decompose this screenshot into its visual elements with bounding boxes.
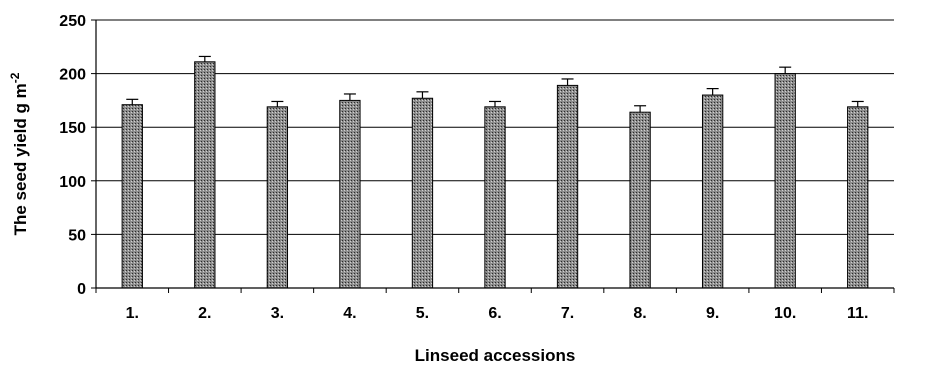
bar-11. bbox=[847, 106, 869, 289]
x-tick-label: 2. bbox=[198, 305, 211, 322]
error-bars bbox=[126, 55, 864, 113]
x-tick-label: 7. bbox=[561, 305, 574, 322]
x-tick-label: 11. bbox=[847, 305, 868, 322]
bar-3. bbox=[266, 106, 289, 289]
tick-labels: 0 50 100 150 200 250 1. 2. 3. 4. 5. 6. 7. 8. 9. 10. 11. bbox=[59, 13, 868, 322]
error-bar-10. bbox=[779, 66, 792, 74]
x-tick-label: 9. bbox=[706, 305, 719, 322]
y-tick-label: 200 bbox=[59, 67, 86, 84]
x-tick-label: 3. bbox=[271, 305, 284, 322]
bar-6. bbox=[484, 106, 506, 289]
y-tick-label: 0 bbox=[77, 281, 86, 298]
y-axis-title-main: The seed yield g m bbox=[11, 83, 30, 235]
bar-7. bbox=[556, 84, 579, 289]
y-tick-label: 50 bbox=[68, 227, 86, 244]
error-bar-9. bbox=[706, 88, 719, 96]
y-tick-label: 250 bbox=[59, 13, 86, 30]
x-tick-label: 8. bbox=[633, 305, 646, 322]
error-bar-6. bbox=[489, 100, 501, 107]
bars bbox=[121, 61, 869, 289]
error-bar-8. bbox=[634, 105, 647, 113]
bar-4. bbox=[339, 99, 361, 289]
bar-1. bbox=[121, 104, 143, 289]
y-axis-title: The seed yield g m-2 bbox=[8, 72, 30, 235]
y-tick-label: 150 bbox=[59, 120, 86, 137]
x-tick-label: 4. bbox=[343, 305, 356, 322]
error-bar-5. bbox=[416, 91, 429, 99]
x-tick-label: 10. bbox=[774, 305, 796, 322]
error-bar-7. bbox=[561, 78, 574, 86]
y-tick-label: 100 bbox=[59, 174, 86, 191]
x-tick-label: 1. bbox=[126, 305, 139, 322]
x-tick-label: 5. bbox=[416, 305, 429, 322]
error-bar-3. bbox=[271, 100, 284, 107]
bar-10. bbox=[774, 73, 796, 289]
error-bar-2. bbox=[198, 55, 211, 62]
bar-2. bbox=[194, 61, 216, 289]
error-bar-4. bbox=[343, 93, 356, 101]
axes bbox=[91, 19, 895, 293]
x-axis-title: Linseed accessions bbox=[415, 346, 576, 365]
error-bar-1. bbox=[126, 98, 139, 105]
bar-9. bbox=[701, 94, 724, 289]
y-axis-title-superscript: -2 bbox=[8, 72, 22, 83]
error-bar-11. bbox=[851, 100, 864, 107]
bar-5. bbox=[411, 97, 434, 289]
x-tick-label: 6. bbox=[488, 305, 501, 322]
bar-8. bbox=[629, 111, 651, 289]
